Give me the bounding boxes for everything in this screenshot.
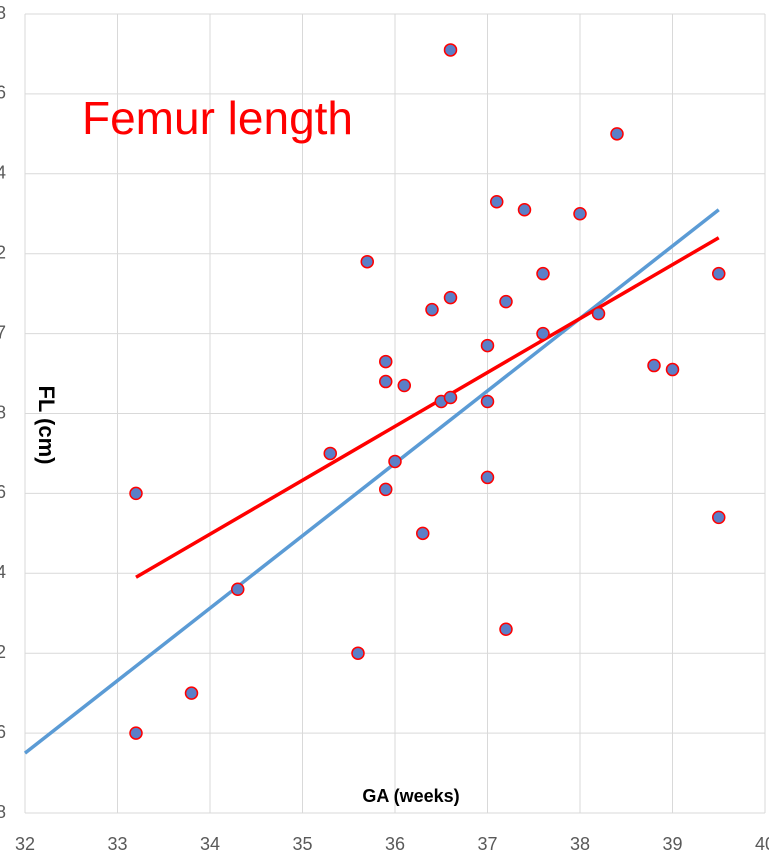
chart-title: Femur length: [82, 92, 353, 144]
scatter-point: [184, 686, 199, 700]
y-tick-label: 7.4: [0, 163, 6, 183]
x-tick-label: 32: [15, 834, 35, 854]
x-tick-label: 35: [292, 834, 312, 854]
x-tick-label: 40: [755, 834, 769, 854]
scatter-point: [443, 290, 458, 305]
scatter-point: [388, 454, 402, 469]
x-tick-label: 39: [662, 834, 682, 854]
trend-line: [23, 208, 720, 755]
scatter-point: [712, 266, 726, 281]
y-tick-label: 7.8: [0, 3, 6, 23]
scatter-point: [610, 127, 624, 141]
y-tick-label: 7: [0, 322, 6, 342]
scatter-point: [360, 254, 374, 269]
scatter-point: [480, 470, 495, 485]
scatter-point: [416, 526, 430, 541]
scatter-point: [443, 43, 458, 57]
scatter-point: [379, 354, 393, 369]
scatter-point: [379, 374, 393, 389]
x-tick-label: 38: [570, 834, 590, 854]
y-tick-label: 6.2: [0, 642, 6, 662]
scatter-point: [480, 338, 495, 353]
y-tick-label: 6.4: [0, 562, 6, 582]
y-tick-label: 6.6: [0, 482, 6, 502]
y-axis-label: FL (cm): [34, 385, 59, 464]
scatter-point: [573, 207, 587, 221]
scatter-point: [351, 646, 365, 660]
scatter-point: [397, 378, 411, 393]
scatter-point: [425, 302, 439, 317]
scatter-point: [712, 510, 726, 525]
scatter-point: [665, 362, 680, 377]
x-tick-label: 33: [107, 834, 127, 854]
scatter-point: [490, 195, 504, 209]
scatter-point: [499, 622, 513, 636]
scatter-point: [231, 582, 245, 597]
y-tick-label: 7.2: [0, 242, 6, 262]
y-tick-label: 6.8: [0, 402, 6, 422]
y-tick-label: 7.6: [0, 83, 6, 103]
scatter-point: [536, 266, 550, 281]
x-tick-label: 37: [477, 834, 497, 854]
scatter-point: [647, 358, 661, 373]
trend-line: [135, 236, 720, 579]
scatter-point: [517, 203, 532, 217]
scatter-point: [323, 446, 337, 461]
scatter-point: [591, 306, 606, 321]
scatter-point: [480, 394, 495, 409]
scatter-point: [379, 482, 393, 497]
scatter-point: [129, 726, 143, 740]
scatter-point: [536, 326, 550, 341]
y-tick-label: 6: [0, 722, 6, 742]
x-tick-label: 36: [385, 834, 405, 854]
y-tick-label: 5.8: [0, 802, 6, 822]
x-tick-label: 34: [200, 834, 220, 854]
scatter-point: [499, 294, 513, 309]
scatter-point: [443, 390, 458, 405]
scatter-point: [129, 486, 143, 501]
x-axis-label: GA (weeks): [362, 786, 459, 806]
